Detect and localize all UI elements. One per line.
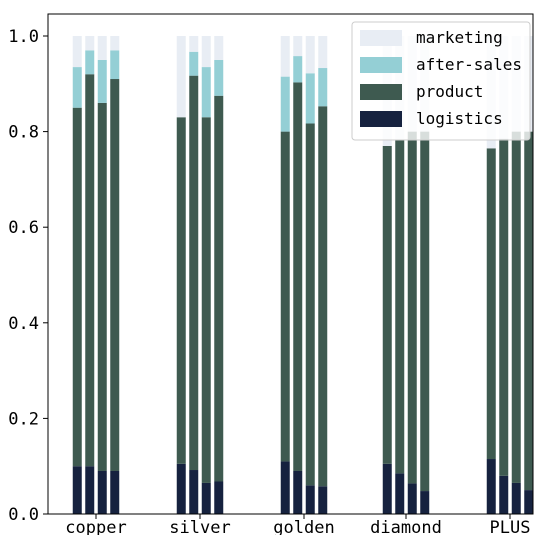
legend-label-logistics: logistics xyxy=(416,109,503,128)
y-tick-label: 0.6 xyxy=(8,218,39,238)
bar-segment-product xyxy=(214,95,224,482)
bar-segment-logistics xyxy=(486,459,496,514)
bar-segment-product xyxy=(511,131,521,483)
bar-segment-marketing xyxy=(293,36,303,57)
bar-segment-after-sales xyxy=(318,68,328,107)
bar-segment-after-sales xyxy=(214,59,224,96)
bar-segment-product xyxy=(382,145,392,464)
bar-segment-marketing xyxy=(97,36,107,60)
bar-segment-product xyxy=(201,117,211,483)
y-tick-label: 0.0 xyxy=(8,505,39,525)
bar-segment-marketing xyxy=(110,36,120,51)
x-tick-label: PLUS xyxy=(490,518,531,535)
x-tick-label: silver xyxy=(169,518,230,535)
bar-segment-after-sales xyxy=(97,59,107,103)
bar-segment-product xyxy=(499,138,509,476)
bar-segment-logistics xyxy=(189,470,199,514)
bar-segment-product xyxy=(189,75,199,471)
bar-segment-marketing xyxy=(214,36,224,60)
bar-segment-product xyxy=(280,131,290,462)
bar-segment-product xyxy=(97,102,107,471)
bar-segment-marketing xyxy=(280,36,290,77)
bar-segment-logistics xyxy=(201,482,211,514)
bar-segment-product xyxy=(110,79,120,471)
bar-segment-product xyxy=(176,117,186,464)
bar-segment-after-sales xyxy=(305,73,315,124)
legend-label-product: product xyxy=(416,82,483,101)
legend-box xyxy=(351,21,531,141)
bar-segment-marketing xyxy=(85,36,95,51)
y-tick-label: 0.4 xyxy=(8,314,39,334)
bar-segment-product xyxy=(72,107,82,467)
bar-segment-logistics xyxy=(97,470,107,514)
bar-segment-logistics xyxy=(318,486,328,514)
bar-segment-product xyxy=(293,82,303,471)
bar-segment-after-sales xyxy=(110,50,120,80)
bar-segment-logistics xyxy=(382,463,392,514)
bar-segment-logistics xyxy=(72,466,82,514)
legend-swatch-after-sales xyxy=(360,57,402,73)
bar-segment-product xyxy=(407,131,417,484)
y-tick-label: 1.0 xyxy=(8,27,39,47)
bar-segment-after-sales xyxy=(280,76,290,132)
bar-segment-logistics xyxy=(395,473,405,514)
bar-segment-product xyxy=(85,74,95,467)
y-tick-label: 0.8 xyxy=(8,123,39,143)
x-tick-label: diamond xyxy=(370,518,442,535)
bar-segment-product xyxy=(524,131,534,491)
bar-segment-logistics xyxy=(499,475,509,514)
bar-segment-logistics xyxy=(85,466,95,514)
bar-segment-logistics xyxy=(524,490,534,514)
bar-segment-logistics xyxy=(511,482,521,514)
bar-segment-marketing xyxy=(72,36,82,68)
bar-segment-product xyxy=(395,140,405,474)
legend-swatch-logistics xyxy=(360,111,402,127)
legend-swatch-product xyxy=(360,84,402,100)
bar-segment-logistics xyxy=(214,481,224,514)
bar-segment-logistics xyxy=(420,491,430,514)
bar-segment-product xyxy=(305,123,315,486)
bar-segment-marketing xyxy=(318,36,328,69)
bar-segment-after-sales xyxy=(72,67,82,108)
x-tick-label: copper xyxy=(65,518,126,535)
bar-segment-marketing xyxy=(189,36,199,52)
bar-segment-product xyxy=(318,106,328,487)
category-group-copper xyxy=(72,36,120,514)
bar-segment-after-sales xyxy=(85,50,95,75)
bar-segment-after-sales xyxy=(189,51,199,76)
legend-swatch-marketing xyxy=(360,30,402,46)
bar-segment-logistics xyxy=(280,461,290,514)
bar-segment-marketing xyxy=(201,36,211,68)
y-tick-label: 0.2 xyxy=(8,409,39,429)
bar-segment-logistics xyxy=(176,463,186,514)
bar-segment-logistics xyxy=(407,483,417,514)
bar-segment-marketing xyxy=(305,36,315,74)
bar-segment-logistics xyxy=(110,470,120,514)
category-group-silver xyxy=(176,36,224,514)
bar-segment-logistics xyxy=(293,470,303,514)
bar-segment-logistics xyxy=(305,485,315,514)
bar-segment-after-sales xyxy=(201,67,211,118)
bar-segment-product xyxy=(486,148,496,460)
legend-label-marketing: marketing xyxy=(416,28,503,47)
bar-segment-product xyxy=(420,131,430,492)
legend: marketing after-sales product logistics xyxy=(351,21,531,141)
axes-frame xyxy=(47,13,534,515)
bar-segment-after-sales xyxy=(293,56,303,83)
bar-segment-marketing xyxy=(176,36,186,118)
x-tick-label: golden xyxy=(273,518,334,535)
category-group-golden xyxy=(280,36,328,514)
legend-label-after-sales: after-sales xyxy=(416,55,522,74)
